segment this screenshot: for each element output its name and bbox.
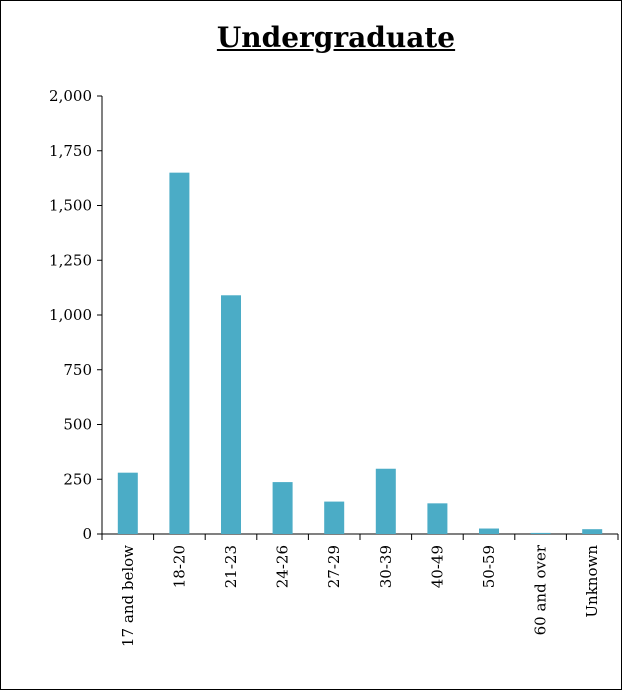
x-tick-label: 40-49 [428, 545, 446, 588]
y-tick-label: 1,000 [49, 306, 92, 324]
y-tick-label: 1,750 [49, 142, 92, 160]
x-tick-label: 60 and over [532, 544, 550, 635]
bar-18-20 [169, 172, 190, 534]
x-axis: 17 and below 18-20 21-23 24-26 27-29 30-39 40-… [101, 533, 619, 647]
bar-27-29 [324, 501, 345, 534]
x-tick-label: 50-59 [480, 545, 498, 588]
x-tick-label: 27-29 [325, 545, 343, 588]
chart-title: Undergraduate [216, 21, 456, 54]
bar-21-23 [221, 295, 241, 534]
bar-50-59 [479, 528, 499, 534]
bar-unknown [582, 529, 603, 534]
x-tick-label: 17 and below [119, 545, 137, 647]
y-tick-label: 2,000 [49, 87, 92, 105]
x-tick-label: 24-26 [274, 545, 292, 588]
bar-24-26 [272, 482, 293, 534]
bar-17-and-below [117, 472, 138, 534]
y-tick-label: 1,500 [49, 197, 92, 215]
bar-40-49 [427, 503, 448, 534]
bar-30-39 [375, 468, 396, 534]
x-tick-label: 21-23 [222, 545, 240, 588]
y-tick-label: 500 [63, 416, 92, 434]
y-tick-label: 750 [63, 361, 92, 379]
bar-60-and-over [530, 532, 551, 534]
x-tick-label: Unknown [583, 545, 601, 618]
y-tick-label: 0 [82, 525, 92, 543]
x-tick-label: 30-39 [377, 545, 395, 588]
y-tick-label: 250 [63, 470, 92, 488]
y-axis: 0 250 500 750 1,000 1,250 1,500 1,750 2,000 [49, 87, 103, 543]
x-tick-label: 18-20 [170, 545, 188, 588]
y-tick-label: 1,250 [49, 251, 92, 269]
bars [117, 172, 603, 534]
